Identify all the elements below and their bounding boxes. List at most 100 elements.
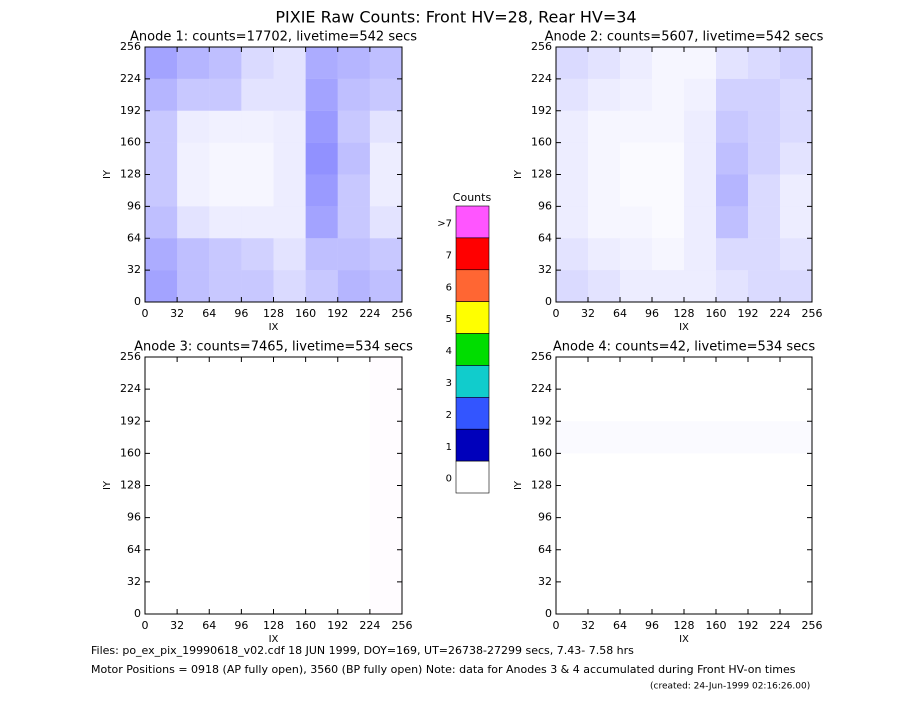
density-cell <box>145 142 178 175</box>
density-cell <box>556 270 588 302</box>
density-cell <box>177 238 210 271</box>
density-cell <box>177 582 209 614</box>
x-tick-label: 160 <box>295 307 316 320</box>
density-cell <box>145 389 177 421</box>
density-cell <box>780 142 812 175</box>
colorbar-title: Counts <box>453 191 492 204</box>
density-cell <box>620 238 652 271</box>
density-cell <box>716 270 748 302</box>
density-cell <box>684 550 716 582</box>
x-axis-label: IX <box>679 322 689 333</box>
density-cell <box>209 389 241 421</box>
density-cell <box>556 78 588 111</box>
density-cell <box>209 357 241 389</box>
density-cell <box>620 110 652 143</box>
x-tick-label: 224 <box>359 307 380 320</box>
x-axis-label: IX <box>269 634 279 645</box>
density-cell <box>748 421 780 453</box>
colorbar-label: 7 <box>446 250 452 261</box>
density-cell <box>620 518 652 550</box>
density-cell <box>684 357 716 389</box>
density-cell <box>145 206 178 239</box>
density-cell <box>177 142 210 175</box>
density-cell <box>588 270 620 302</box>
density-cell <box>273 78 306 111</box>
density-cell <box>177 174 210 207</box>
y-tick-label: 224 <box>120 72 141 85</box>
y-tick-label: 224 <box>120 382 141 395</box>
density-cell <box>369 206 402 239</box>
y-tick-label: 0 <box>134 607 141 620</box>
density-cell <box>306 453 338 485</box>
density-cell <box>556 142 588 175</box>
density-cell <box>241 550 273 582</box>
x-tick-label: 128 <box>674 307 695 320</box>
density-cell <box>369 78 402 111</box>
y-tick-label: 128 <box>531 479 552 492</box>
y-tick-label: 256 <box>120 350 141 363</box>
density-cell <box>209 142 242 175</box>
density-cell <box>273 110 306 143</box>
density-cell <box>209 518 241 550</box>
x-tick-label: 0 <box>553 619 560 632</box>
density-cell <box>780 270 812 302</box>
density-cell <box>716 582 748 614</box>
density-cell <box>370 582 402 614</box>
x-tick-label: 192 <box>738 307 759 320</box>
density-cell <box>588 582 620 614</box>
density-cell <box>306 486 338 518</box>
density-cell <box>241 421 273 453</box>
density-cell <box>145 110 178 143</box>
density-cell <box>620 486 652 518</box>
density-cell <box>145 582 177 614</box>
density-cell <box>241 518 273 550</box>
density-cell <box>620 175 652 207</box>
y-tick-label: 256 <box>531 350 552 363</box>
x-tick-label: 160 <box>706 307 727 320</box>
y-tick-label: 0 <box>545 295 552 308</box>
x-axis-label: IX <box>269 322 279 333</box>
x-tick-label: 192 <box>738 619 759 632</box>
density-cell <box>620 78 652 111</box>
density-cell <box>716 357 748 389</box>
density-cell <box>588 453 620 485</box>
density-cell <box>620 389 652 421</box>
x-tick-label: 32 <box>170 619 184 632</box>
density-cell <box>748 486 780 518</box>
y-tick-label: 96 <box>538 199 552 212</box>
density-cell <box>145 238 178 271</box>
colorbar-label: 2 <box>446 410 452 421</box>
density-cell <box>620 47 652 79</box>
colorbar-label: 5 <box>446 314 452 325</box>
density-cell <box>556 357 588 389</box>
x-tick-label: 256 <box>392 619 413 632</box>
density-cell <box>145 174 178 207</box>
density-cell <box>338 582 370 614</box>
density-cell <box>652 421 684 453</box>
y-tick-label: 192 <box>531 414 552 427</box>
density-cell <box>145 550 177 582</box>
density-cell <box>338 357 370 389</box>
density-cell <box>652 357 684 389</box>
density-cell <box>620 357 652 389</box>
density-cell <box>370 357 402 389</box>
density-cell <box>652 175 684 207</box>
density-cell <box>306 389 338 421</box>
density-cell <box>556 47 588 79</box>
density-cell <box>556 421 588 453</box>
density-cell <box>209 453 241 485</box>
density-cell <box>145 453 177 485</box>
y-tick-label: 256 <box>120 40 141 53</box>
density-cell <box>716 550 748 582</box>
footer-motor: Motor Positions = 0918 (AP fully open), … <box>91 663 796 676</box>
density-cell <box>306 518 338 550</box>
x-tick-label: 128 <box>674 619 695 632</box>
x-tick-label: 0 <box>142 619 149 632</box>
density-cell <box>780 78 812 111</box>
density-cell <box>145 270 178 302</box>
density-cell <box>306 357 338 389</box>
density-cell <box>556 486 588 518</box>
density-cell <box>274 518 306 550</box>
y-tick-label: 128 <box>120 168 141 181</box>
